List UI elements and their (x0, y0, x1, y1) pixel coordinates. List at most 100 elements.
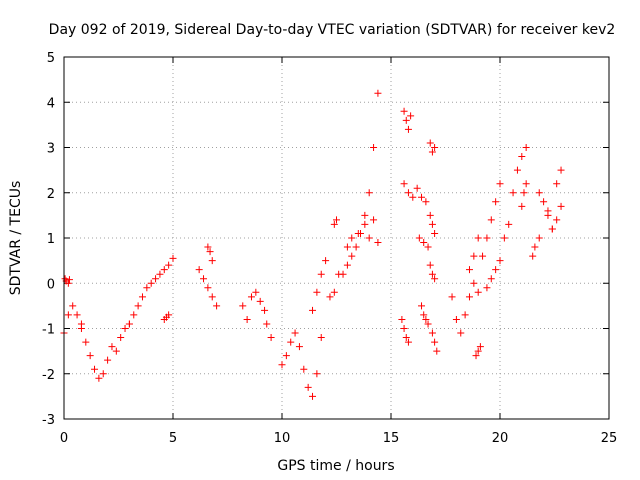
data-point (452, 315, 460, 323)
data-point (160, 266, 168, 274)
data-point (300, 365, 308, 373)
data-point (69, 302, 77, 310)
data-point (354, 229, 362, 237)
data-point (213, 302, 221, 310)
data-point (509, 189, 517, 197)
y-tick-label: 1 (47, 232, 55, 247)
data-point (431, 144, 439, 151)
data-point (431, 275, 439, 283)
data-point (420, 311, 428, 319)
data-point (474, 347, 482, 355)
data-point (263, 320, 271, 328)
data-point (500, 234, 508, 242)
data-point (152, 275, 160, 283)
data-point (522, 144, 530, 151)
data-point (433, 347, 441, 355)
x-axis-label: GPS time / hours (277, 458, 394, 474)
data-point (472, 352, 480, 360)
data-point (348, 234, 356, 242)
data-point (104, 356, 112, 364)
data-point (483, 234, 491, 242)
data-point (424, 320, 432, 328)
data-point (374, 239, 382, 247)
y-tick-label: 0 (47, 277, 55, 292)
data-point (428, 220, 436, 228)
data-point (138, 293, 146, 301)
data-point (402, 116, 410, 124)
data-point (64, 279, 72, 287)
data-point (361, 211, 369, 219)
y-tick-label: -2 (42, 368, 55, 383)
data-point (520, 189, 528, 197)
plot-frame (63, 56, 610, 420)
data-point (206, 248, 214, 256)
data-point (487, 275, 495, 283)
data-point (282, 352, 290, 360)
data-point (422, 198, 430, 206)
data-point (304, 383, 312, 391)
data-point (492, 198, 500, 206)
data-point (112, 347, 120, 355)
data-point (428, 329, 436, 337)
data-point (557, 166, 565, 174)
data-point (165, 261, 173, 269)
data-point (330, 220, 338, 228)
data-point (204, 243, 212, 251)
data-point (476, 343, 484, 351)
data-point (400, 180, 408, 188)
data-point (426, 261, 434, 269)
data-point (407, 112, 415, 120)
data-point (431, 229, 439, 237)
y-tick-label: 5 (47, 51, 55, 66)
data-point (426, 211, 434, 219)
data-point (513, 166, 521, 174)
data-point (361, 220, 369, 228)
data-point (365, 234, 373, 242)
data-point (474, 234, 482, 242)
data-point (256, 297, 264, 305)
data-point (402, 334, 410, 342)
data-point (117, 334, 125, 342)
data-point (483, 284, 491, 292)
data-point (165, 311, 173, 319)
data-point (496, 180, 504, 188)
data-point (428, 270, 436, 278)
data-point (535, 234, 543, 242)
data-point (86, 352, 94, 360)
data-point (65, 276, 73, 284)
x-tick-label: 15 (383, 431, 400, 446)
data-point (492, 266, 500, 274)
data-point (557, 202, 565, 210)
data-point (457, 329, 465, 337)
data-point (529, 252, 537, 260)
data-point (553, 180, 561, 188)
data-point (400, 107, 408, 115)
data-point (413, 184, 421, 192)
data-point (267, 334, 275, 342)
data-point (295, 343, 303, 351)
data-point (156, 270, 164, 278)
data-point (415, 234, 423, 242)
data-point (496, 257, 504, 265)
data-point (426, 139, 434, 147)
data-point (404, 338, 412, 346)
data-point (544, 211, 552, 219)
data-point (420, 239, 428, 247)
data-point (134, 302, 142, 310)
data-point (309, 392, 317, 400)
data-point (91, 365, 99, 373)
data-point (374, 89, 382, 97)
data-point (169, 254, 177, 262)
data-point (424, 243, 432, 251)
data-point (448, 293, 456, 301)
data-point (431, 338, 439, 346)
data-point (474, 288, 482, 296)
data-point (370, 216, 378, 224)
y-axis-label: SDTVAR / TECUs (8, 181, 24, 296)
data-point (200, 275, 208, 283)
data-point (208, 293, 216, 301)
data-point (343, 243, 351, 251)
data-point (243, 315, 251, 323)
data-point (540, 198, 548, 206)
